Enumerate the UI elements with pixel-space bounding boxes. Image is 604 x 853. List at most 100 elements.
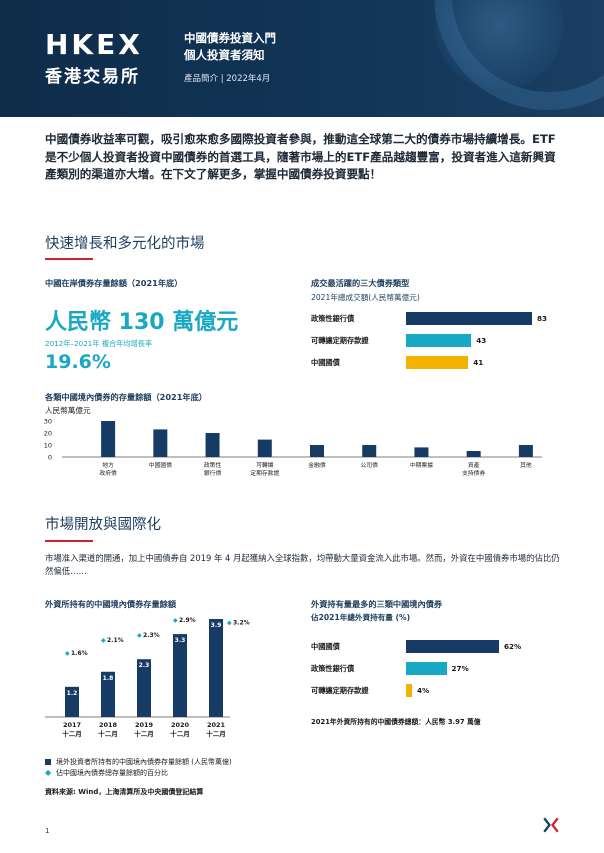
section-rule xyxy=(45,258,93,260)
bar xyxy=(65,686,79,717)
x-tick-label: 十二月 xyxy=(98,729,118,738)
hbar xyxy=(406,334,472,347)
y-tick-label: 0 xyxy=(48,454,52,462)
source-note: 資料來源: Wind，上海清算所及中央國債登記結算 xyxy=(45,788,204,796)
bar xyxy=(466,451,481,457)
section-rule xyxy=(45,540,93,542)
section-heading-opening: 市場開放與國際化 xyxy=(45,517,161,533)
x-tick-label: 十二月 xyxy=(62,729,82,738)
cagr-label: 2012年–2021年 複合年均增長率 xyxy=(45,339,153,348)
hbar-value-label: 27% xyxy=(451,664,469,673)
legend-square-icon xyxy=(45,759,51,765)
percent-marker: ◆ xyxy=(101,637,106,644)
doc-title-line2: 個人投資者須知 xyxy=(184,48,265,62)
legend-label: 境外投資者所持有的中國境內債券存量餘額 (人民幣萬億) xyxy=(56,758,232,766)
page-header: HKEX 香港交易所 中國債券投資入門 個人投資者須知 產品簡介 | 2022年… xyxy=(0,0,604,117)
hbar-value-label: 83 xyxy=(537,314,548,323)
cagr-value: 19.6% xyxy=(45,351,111,373)
bar xyxy=(173,634,187,717)
percent-label: 1.6% xyxy=(71,650,88,657)
hbar-value-label: 41 xyxy=(473,358,484,367)
x-tick-label: 2020 xyxy=(171,721,190,729)
top-foreign-subtitle: 佔2021年總外資持有量 (%) xyxy=(311,613,411,622)
bar xyxy=(414,447,429,457)
doc-title-line1: 中國債券投資入門 xyxy=(184,31,276,45)
legend-diamond-icon: ◆ xyxy=(45,768,52,777)
bar-value-label: 3.3 xyxy=(175,637,186,644)
x-tick-label: 資產 xyxy=(468,461,480,469)
doc-subtitle: 產品簡介 | 2022年4月 xyxy=(184,74,271,84)
hbar xyxy=(406,312,532,325)
legend-series1: 境外投資者所持有的中國境內債券存量餘額 (人民幣萬億) xyxy=(45,757,232,767)
y-tick-label: 20 xyxy=(44,430,52,438)
percent-label: 2.3% xyxy=(143,632,160,639)
hbar-category-label: 可轉讓定期存款證 xyxy=(311,336,369,345)
logo-chinese: 香港交易所 xyxy=(45,67,140,87)
percent-label: 3.2% xyxy=(233,620,250,627)
x-tick-label: 定期存款證 xyxy=(250,469,279,477)
y-tick-label: 10 xyxy=(44,442,52,450)
legend-label: 佔中國境內債券總存量餘額的百分比 xyxy=(56,769,168,777)
opening-paragraph: 市場准入渠道的開通，加上中國債券自 2019 年 4 月起獲納入全球指數，均帶動… xyxy=(45,553,560,576)
hbar-category-label: 中國國債 xyxy=(311,642,340,651)
x-tick-label: 金融債 xyxy=(308,461,326,469)
x-tick-label: 2019 xyxy=(135,721,154,729)
x-tick-label: 地方 xyxy=(102,461,114,469)
onshore-title: 中國在岸債券存量餘額（2021年底） xyxy=(45,278,183,288)
percent-label: 2.1% xyxy=(107,637,124,644)
bar xyxy=(153,429,168,457)
x-tick-label: 可轉讓 xyxy=(256,461,274,469)
x-tick-label: 其他 xyxy=(520,461,532,469)
x-tick-label: 中期票據 xyxy=(410,461,433,469)
hbar xyxy=(406,684,412,697)
bar xyxy=(209,619,223,717)
hbar-category-label: 可轉讓定期存款證 xyxy=(311,686,369,695)
x-tick-label: 銀行債 xyxy=(204,469,222,477)
outstanding-ylabel: 人民幣萬億元 xyxy=(45,406,91,415)
onshore-amount: 人民幣 130 萬億元 xyxy=(45,310,239,335)
x-tick-label: 十二月 xyxy=(170,729,190,738)
legend-series2: ◆ 佔中國境內債券總存量餘額的百分比 xyxy=(45,768,168,778)
page-number: 1 xyxy=(45,827,50,835)
x-tick-label: 2018 xyxy=(99,721,118,729)
x-tick-label: 政府債 xyxy=(99,469,117,477)
hbar-category-label: 中國國債 xyxy=(311,358,340,367)
percent-marker: ◆ xyxy=(65,650,70,657)
section-heading-growth: 快速增長和多元化的市場 xyxy=(45,236,205,252)
top-foreign-title: 外資持有量最多的三類中國境內債券 xyxy=(311,599,443,609)
hbar-value-label: 62% xyxy=(504,642,522,651)
x-tick-label: 政策性 xyxy=(204,461,222,469)
top-traded-title: 成交最活躍的三大債券類型 xyxy=(311,278,410,288)
intro-paragraph: 中國債券收益率可觀，吸引愈來愈多國際投資者參與，推動這全球第二大的債券市場持續增… xyxy=(45,132,556,182)
hkex-x-icon xyxy=(543,817,559,833)
foreign-holdings-title: 外資所持有的中國境內債券存量餘額 xyxy=(45,599,177,609)
logo: HKEX xyxy=(45,28,143,61)
bar-value-label: 1.2 xyxy=(67,690,78,697)
hbar-category-label: 政策性銀行債 xyxy=(311,314,355,323)
bar-value-label: 3.9 xyxy=(211,622,222,629)
bar xyxy=(362,445,377,457)
bar xyxy=(205,433,220,457)
bar xyxy=(101,421,116,457)
hbar-value-label: 4% xyxy=(417,686,430,695)
top-traded-subtitle: 2021年總成交額(人民幣萬億元) xyxy=(311,293,420,302)
percent-marker: ◆ xyxy=(227,620,232,627)
bar xyxy=(101,671,115,717)
bar xyxy=(257,439,272,457)
x-tick-label: 2017 xyxy=(63,721,81,729)
hbar xyxy=(406,662,447,675)
y-tick-label: 30 xyxy=(44,418,52,426)
foreign-total-note: 2021年外資所持有的中國債券總額：人民幣 3.97 萬億 xyxy=(311,718,481,726)
bar-value-label: 1.8 xyxy=(103,675,114,682)
bar-value-label: 2.3 xyxy=(139,662,150,669)
hbar-category-label: 政策性銀行債 xyxy=(311,664,355,673)
x-tick-label: 十二月 xyxy=(206,729,226,738)
x-tick-label: 中國國債 xyxy=(149,461,172,469)
x-tick-label: 十二月 xyxy=(134,729,154,738)
bar xyxy=(518,445,533,457)
bar xyxy=(137,659,151,717)
hbar xyxy=(406,640,499,653)
x-tick-label: 公司債 xyxy=(361,461,379,469)
